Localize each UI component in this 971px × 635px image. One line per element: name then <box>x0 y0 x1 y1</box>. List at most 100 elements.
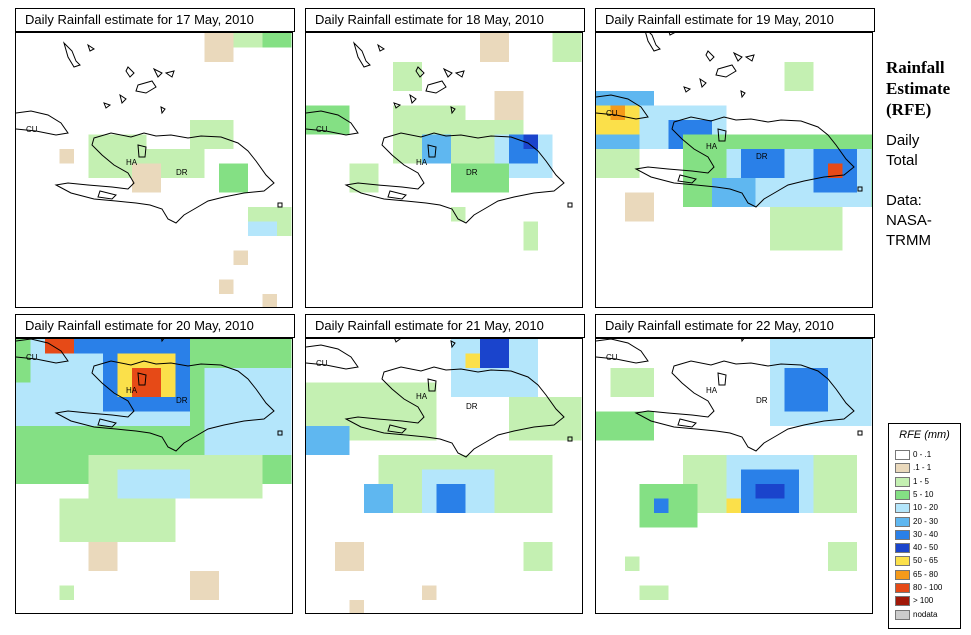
rainfall-cell <box>117 469 190 499</box>
data-source-text: Data: NASA- TRMM <box>886 191 932 251</box>
coastline-path <box>409 93 417 104</box>
coastline-path <box>137 372 147 386</box>
country-label: HA <box>126 386 138 395</box>
rainfall-cell <box>422 585 437 600</box>
country-label: CU <box>606 353 618 362</box>
rainfall-cell <box>262 294 277 307</box>
coastline-path <box>677 174 697 184</box>
country-label: DR <box>176 168 188 177</box>
coastline-path <box>741 339 745 343</box>
coastline-path <box>596 94 649 120</box>
coastline: CU HA DR <box>596 339 863 452</box>
coastline-path <box>683 86 692 93</box>
legend-label: > 100 <box>913 596 934 606</box>
rainfall-cell <box>132 163 161 193</box>
coastline-path <box>344 132 565 224</box>
rainfall-cell <box>480 339 509 368</box>
rainfall-cell <box>552 33 582 62</box>
coastline-path <box>16 339 69 364</box>
legend-item: 10 - 20 <box>895 503 961 514</box>
rainfall-cell <box>233 250 248 265</box>
coastline-path <box>306 344 359 370</box>
rainfall-cell <box>654 498 669 513</box>
map-panel-20-may: CU HA DR <box>15 338 293 614</box>
map-panel-19-may: CU HA DR <box>595 32 873 308</box>
legend-swatch <box>895 516 910 527</box>
country-label: CU <box>316 125 328 134</box>
legend-swatch <box>895 503 910 514</box>
coastline-path <box>567 202 573 208</box>
legend-label: 30 - 40 <box>913 529 938 539</box>
coastline-path <box>160 106 166 115</box>
coastline-path <box>415 66 425 78</box>
rainfall-cell <box>88 542 118 571</box>
legend: RFE (mm) 0 - .1 .1 - 1 1 - 5 5 - 10 10 - 20 2… <box>888 423 961 629</box>
rainfall-cell <box>74 339 103 354</box>
panel-title: Daily Rainfall estimate for 17 May, 2010 <box>15 8 295 32</box>
coastline-path <box>97 190 117 200</box>
data-label: Data: <box>886 192 922 209</box>
coastline-path <box>715 64 737 78</box>
rainfall-map: CU HA DR <box>16 33 292 307</box>
rainfall-cell <box>132 368 161 397</box>
legend-title: RFE (mm) <box>899 429 950 441</box>
coastline-path <box>744 54 755 62</box>
rainfall-cell <box>451 163 509 193</box>
rainfall-cell <box>523 221 538 251</box>
country-label: DR <box>176 396 188 405</box>
rainfall-cell <box>784 368 828 412</box>
rainfall-cell <box>755 484 785 499</box>
coastline: CU HA DR <box>306 41 573 224</box>
rainfall-cell <box>465 353 480 368</box>
legend-swatch <box>895 463 910 474</box>
coastline-path <box>152 67 163 78</box>
coastline-path <box>344 366 565 458</box>
coastline-path <box>450 340 456 349</box>
country-label: DR <box>756 396 768 405</box>
coastline: CU HA DR <box>596 33 863 208</box>
rainfall-cell <box>248 221 277 236</box>
coastline-path <box>103 102 112 109</box>
coastline: CU HA DR <box>306 339 573 458</box>
legend-item: 1 - 5 <box>895 476 961 487</box>
coastline: CU HA DR <box>16 41 283 224</box>
period-text: Daily Total <box>886 131 919 171</box>
rainfall-cell <box>741 149 785 178</box>
legend-item: 40 - 50 <box>895 543 961 554</box>
legend-label: 5 - 10 <box>913 489 934 499</box>
rainfall-cell <box>204 368 292 455</box>
legend-swatch <box>895 489 910 500</box>
legend-swatch <box>895 450 910 460</box>
coastline-path <box>717 372 727 386</box>
rainfall-cell <box>494 91 524 120</box>
country-label: CU <box>606 109 618 118</box>
coastline-path <box>717 128 727 142</box>
coastline-path <box>54 360 275 452</box>
rainfall-cell <box>596 411 654 441</box>
rainfall-map: CU HA DR <box>596 33 872 251</box>
coastline-path <box>97 418 117 428</box>
map-panel-17-may: CU HA DR <box>15 32 293 308</box>
coastline-path <box>137 144 147 158</box>
coastline-path <box>87 43 95 52</box>
legend-swatch <box>895 476 910 487</box>
country-label: DR <box>466 402 478 411</box>
legend-label: 1 - 5 <box>913 476 930 486</box>
rainfall-map: CU HA DR <box>306 33 582 251</box>
map-panel-21-may: CU HA DR <box>305 338 583 614</box>
coastline-path <box>427 144 437 158</box>
coastline-path <box>277 202 283 208</box>
coastline-path <box>425 80 447 94</box>
legend-label: 40 - 50 <box>913 543 938 553</box>
legend-item: nodata <box>895 609 961 620</box>
rainfall-map: CU HA DR <box>16 339 292 600</box>
country-label: HA <box>706 142 718 151</box>
title-line: Rainfall <box>886 58 945 77</box>
rainfall-cell <box>349 600 364 613</box>
rainfall-map: CU HA DR <box>596 339 872 600</box>
coastline-path <box>450 106 456 115</box>
legend-label: 0 - .1 <box>913 450 932 459</box>
rainfall-cell <box>770 207 843 251</box>
country-label: CU <box>26 125 38 134</box>
map-panel-22-may: CU HA DR <box>595 338 873 614</box>
